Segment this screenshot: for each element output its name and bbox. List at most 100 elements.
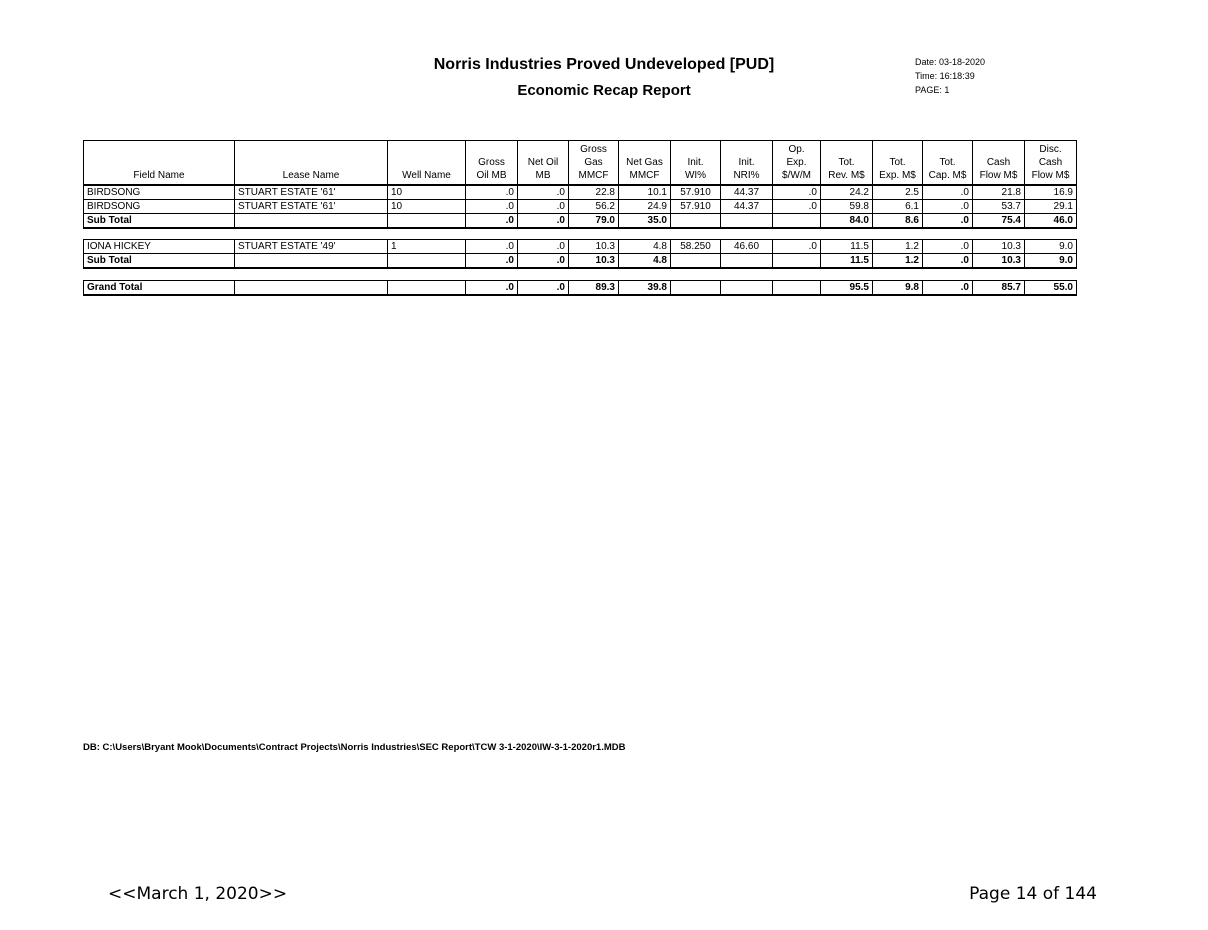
- table-cell: 10.3: [568, 239, 619, 254]
- table-cell: 10: [387, 184, 466, 200]
- table-cell: 58.250: [670, 239, 721, 254]
- table-cell: 21.8: [972, 184, 1025, 200]
- table-cell: 79.0: [568, 212, 619, 229]
- column-header-well-name: Well Name: [387, 140, 466, 186]
- table-cell: [387, 212, 466, 229]
- table-cell: 9.0: [1024, 253, 1077, 269]
- column-header-gross-oil-mb: Gross Oil MB: [465, 140, 518, 186]
- table-cell: 10.3: [568, 253, 619, 269]
- table-cell: 29.1: [1024, 198, 1077, 214]
- footer-date: <<March 1, 2020>>: [108, 884, 288, 904]
- table-cell: [387, 279, 466, 296]
- table-cell: BIRDSONG: [83, 198, 235, 214]
- table-cell: 46.60: [720, 239, 773, 254]
- table-row: IONA HICKEY STUART ESTATE '49' 1.0.0 10.3 4.…: [83, 239, 1077, 254]
- table-cell: 10.3: [972, 239, 1025, 254]
- table-cell: 4.8: [618, 239, 671, 254]
- table-cell: .0: [465, 198, 518, 214]
- table-cell: .0: [922, 212, 973, 229]
- table-cell: .0: [772, 239, 821, 254]
- table-cell: 89.3: [568, 279, 619, 296]
- column-header-cash-flow-ms: Cash Flow M$: [972, 140, 1025, 186]
- table-cell: [234, 279, 388, 296]
- table-cell: Sub Total: [83, 253, 235, 269]
- recap-table: Field Name Lease Name Well Name Gross Oil MB…: [83, 140, 1077, 296]
- table-cell: .0: [517, 184, 569, 200]
- page-title: Norris Industries Proved Undeveloped [PU…: [433, 56, 775, 73]
- table-cell: 9.8: [872, 279, 923, 296]
- column-header-net-gas-mmcf: Net Gas MMCF: [618, 140, 671, 186]
- table-cell: 11.5: [820, 253, 873, 269]
- table-cell: [720, 212, 773, 229]
- table-cell: 24.2: [820, 184, 873, 200]
- table-cell: 8.6: [872, 212, 923, 229]
- table-cell: 39.8: [618, 279, 671, 296]
- table-cell: [720, 279, 773, 296]
- table-cell: [234, 212, 388, 229]
- table-cell: 16.9: [1024, 184, 1077, 200]
- table-cell: 4.8: [618, 253, 671, 269]
- table-cell: 44.37: [720, 184, 773, 200]
- date-stamp: Date: 03-18-2020: [915, 57, 986, 67]
- table-cell: .0: [517, 279, 569, 296]
- table-cell: 95.5: [820, 279, 873, 296]
- db-path: DB: C:\Users\Bryant Mook\Documents\Contr…: [83, 742, 626, 753]
- table-cell: [387, 253, 466, 269]
- table-cell: .0: [465, 212, 518, 229]
- table-cell: 24.9: [618, 198, 671, 214]
- column-header-lease-name: Lease Name: [234, 140, 388, 186]
- table-cell: .0: [922, 184, 973, 200]
- table-cell: 9.0: [1024, 239, 1077, 254]
- table-cell: STUART ESTATE '61': [234, 184, 388, 200]
- subtotal-row: Sub Total .0.0 79.0 35.0 84.0 8.6.0 75.4 46.0: [83, 212, 1077, 229]
- table-cell: [670, 279, 721, 296]
- table-row: BIRDSONG STUART ESTATE '61' 10.0.0 56.2 24.9…: [83, 198, 1077, 214]
- column-header-field-name: Field Name: [83, 140, 235, 186]
- table-cell: .0: [772, 198, 821, 214]
- table-cell: 10.1: [618, 184, 671, 200]
- table-cell: 10: [387, 198, 466, 214]
- table-cell: .0: [465, 279, 518, 296]
- table-cell: STUART ESTATE '49': [234, 239, 388, 254]
- table-cell: [670, 253, 721, 269]
- column-header-net-oil-mb: Net Oil MB: [517, 140, 569, 186]
- table-cell: 75.4: [972, 212, 1025, 229]
- table-cell: 2.5: [872, 184, 923, 200]
- table-cell: 55.0: [1024, 279, 1077, 296]
- table-cell: Sub Total: [83, 212, 235, 229]
- table-cell: 1.2: [872, 239, 923, 254]
- table-cell: 1.2: [872, 253, 923, 269]
- table-cell: 44.37: [720, 198, 773, 214]
- column-header-disc-cash-flow-ms: Disc. Cash Flow M$: [1024, 140, 1077, 186]
- table-cell: 57.910: [670, 198, 721, 214]
- table-cell: 57.910: [670, 184, 721, 200]
- footer-page: Page 14 of 144: [969, 884, 1097, 904]
- grand-total-row: Grand Total .0.0 89.3 39.8 95.5 9.8.0 85.7 55.0: [83, 279, 1077, 296]
- table-cell: 84.0: [820, 212, 873, 229]
- table-cell: 6.1: [872, 198, 923, 214]
- table-cell: 1: [387, 239, 466, 254]
- table-cell: .0: [922, 198, 973, 214]
- table-cell: [772, 253, 821, 269]
- table-cell: 85.7: [972, 279, 1025, 296]
- table-cell: 46.0: [1024, 212, 1077, 229]
- table-cell: .0: [465, 184, 518, 200]
- report-title: Norris Industries Proved Undeveloped [PU…: [0, 55, 1208, 100]
- table-cell: .0: [922, 253, 973, 269]
- table-cell: 10.3: [972, 253, 1025, 269]
- column-header-init-nri-pct: Init. NRI%: [720, 140, 773, 186]
- table-cell: [772, 212, 821, 229]
- table-cell: 22.8: [568, 184, 619, 200]
- column-header-gross-gas-mmcf: Gross Gas MMCF: [568, 140, 619, 186]
- table-cell: IONA HICKEY: [83, 239, 235, 254]
- table-cell: BIRDSONG: [83, 184, 235, 200]
- table-cell: .0: [465, 253, 518, 269]
- column-header-tot-rev-ms: Tot. Rev. M$: [820, 140, 873, 186]
- table-cell: .0: [922, 279, 973, 296]
- table-cell: .0: [772, 184, 821, 200]
- page-subtitle: Economic Recap Report: [517, 82, 691, 99]
- table-cell: [234, 253, 388, 269]
- table-cell: [772, 279, 821, 296]
- column-header-tot-cap-ms: Tot. Cap. M$: [922, 140, 973, 186]
- table-cell: STUART ESTATE '61': [234, 198, 388, 214]
